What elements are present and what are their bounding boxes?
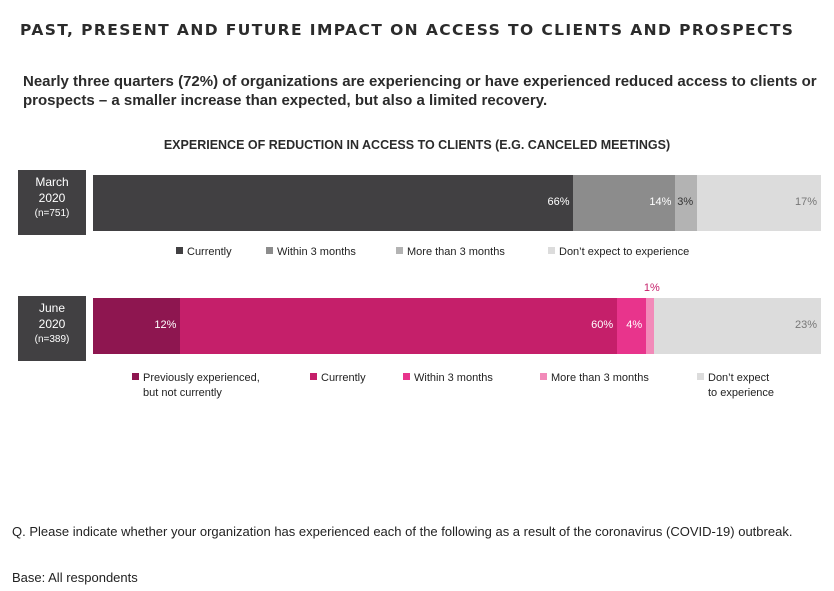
row-label-line1: March: [35, 175, 69, 189]
data-label: 66%: [547, 196, 570, 208]
row-label-sample-size: (n=389): [34, 334, 70, 345]
data-label: 17%: [795, 196, 818, 208]
legend-item: More than 3 months: [396, 245, 505, 260]
legend-label-line2: to experience: [708, 387, 775, 399]
row-label-sample-size: (n=751): [34, 208, 70, 219]
page-title: PAST, PRESENT AND FUTURE IMPACT ON ACCES…: [20, 21, 795, 39]
legend-swatch: [132, 373, 139, 380]
legend-label: Don’t expect: [708, 372, 770, 384]
data-label: 3%: [677, 196, 694, 208]
row-label-line1: June: [38, 301, 66, 315]
data-label: 14%: [649, 196, 672, 208]
data-label: 4%: [626, 319, 643, 331]
legend-item: More than 3 months: [540, 371, 649, 386]
legend-label: Don’t expect to experience: [559, 246, 690, 258]
row-label-june-2020: June 2020 (n=389): [18, 296, 86, 361]
legend-label: Currently: [187, 246, 232, 258]
bar-segment: [617, 298, 647, 354]
legend-label: Currently: [321, 372, 366, 384]
legend-swatch: [697, 373, 704, 380]
legend-swatch: [310, 373, 317, 380]
bar-segment: [697, 175, 821, 231]
legend-swatch: [176, 247, 183, 254]
row-label-march-2020: March 2020 (n=751): [18, 170, 86, 235]
data-label: 23%: [795, 319, 818, 331]
data-label: 12%: [154, 319, 177, 331]
legend-item: Within 3 months: [266, 245, 356, 260]
data-label: 1%: [643, 282, 660, 294]
legend-item: Currently: [176, 245, 232, 260]
legend-label: Within 3 months: [277, 246, 356, 258]
legend-swatch: [540, 373, 547, 380]
base-note: Base: All respondents: [12, 570, 138, 585]
legend-swatch: [396, 247, 403, 254]
subtitle: Nearly three quarters (72%) of organizat…: [23, 73, 817, 109]
row-label-line2: 2020: [38, 191, 66, 205]
bar-segment: [646, 298, 654, 354]
question-note: Q. Please indicate whether your organiza…: [12, 524, 793, 539]
legend-label: More than 3 months: [407, 246, 505, 258]
row-label-line2: 2020: [38, 317, 66, 331]
legend-swatch: [403, 373, 410, 380]
legend-march-2020: Currently Within 3 months More than 3 mont…: [0, 245, 834, 265]
chart-title: EXPERIENCE OF REDUCTION IN ACCESS TO CLI…: [163, 138, 671, 152]
bar-segment: [573, 175, 676, 231]
legend-item: Don’t expect to experience: [548, 245, 689, 260]
legend-item: Previously experienced, but not currently: [132, 371, 260, 401]
bar-segment: [93, 298, 181, 354]
legend-item: Within 3 months: [403, 371, 493, 386]
legend-item: Currently: [310, 371, 366, 386]
legend-item: Don’t expect to experience: [697, 371, 774, 401]
data-label: 60%: [591, 319, 614, 331]
bar-segment: [675, 175, 698, 231]
stacked-bar-march-2020: 66% 14% 3% 17%: [93, 175, 821, 231]
legend-june-2020: Previously experienced, but not currently…: [0, 371, 834, 405]
legend-label: Previously experienced,: [143, 372, 260, 384]
legend-label: Within 3 months: [414, 372, 493, 384]
legend-swatch: [548, 247, 555, 254]
bar-segment: [93, 175, 574, 231]
legend-label: More than 3 months: [551, 372, 649, 384]
bar-segment: [653, 298, 821, 354]
stacked-bar-june-2020: 12% 60% 4% 1% 23%: [93, 282, 821, 354]
bar-segment: [180, 298, 618, 354]
legend-label-line2: but not currently: [143, 387, 222, 399]
legend-swatch: [266, 247, 273, 254]
